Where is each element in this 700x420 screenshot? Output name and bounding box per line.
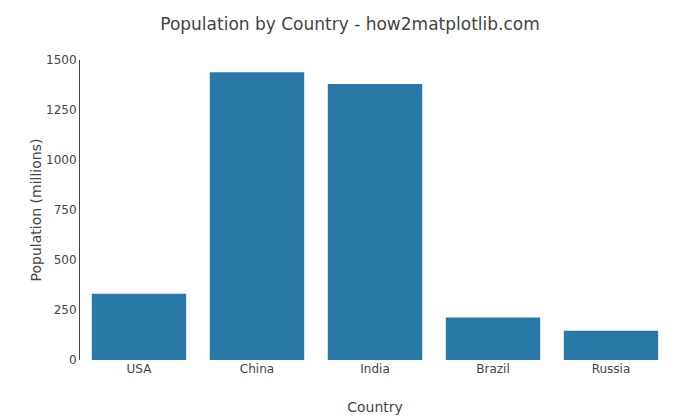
svg-text:0: 0 (69, 353, 77, 367)
svg-text:China: China (240, 362, 274, 376)
svg-text:1500: 1500 (46, 53, 77, 67)
svg-text:500: 500 (54, 253, 77, 267)
svg-text:1000: 1000 (46, 153, 77, 167)
svg-text:India: India (360, 362, 389, 376)
svg-text:1250: 1250 (46, 103, 77, 117)
svg-text:USA: USA (127, 362, 153, 376)
svg-text:250: 250 (54, 303, 77, 317)
svg-text:Population by Country - how2ma: Population by Country - how2matplotlib.c… (160, 14, 540, 34)
svg-text:750: 750 (54, 203, 77, 217)
svg-text:Country: Country (347, 399, 403, 415)
svg-text:Population (millions): Population (millions) (28, 139, 44, 282)
svg-text:Russia: Russia (592, 362, 631, 376)
svg-text:Brazil: Brazil (476, 362, 510, 376)
